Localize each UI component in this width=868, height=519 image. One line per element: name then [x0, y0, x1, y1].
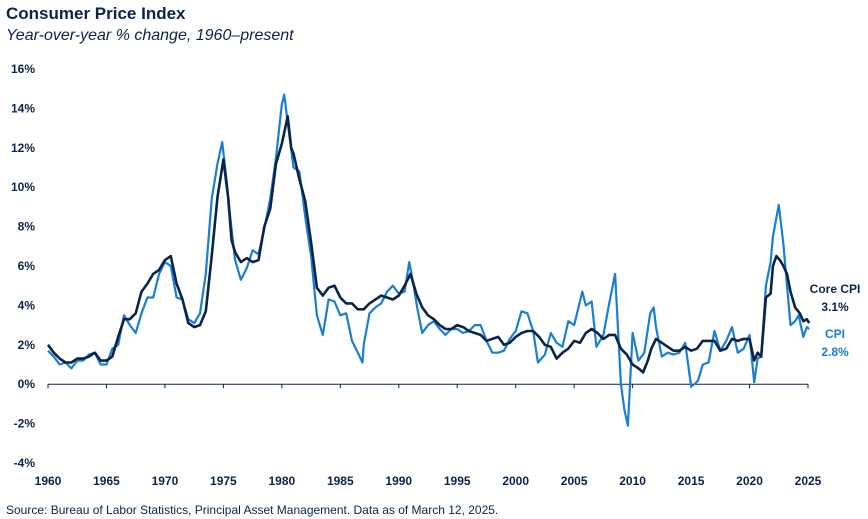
chart-subtitle: Year-over-year % change, 1960–present	[6, 27, 294, 44]
y-tick-label: 10%	[11, 180, 35, 194]
y-tick-label: 2%	[18, 338, 36, 352]
x-tick-label: 1990	[385, 474, 412, 488]
y-tick-label: -2%	[14, 417, 36, 431]
core-cpi-end-value: 3.1%	[821, 300, 849, 314]
chart-series	[46, 93, 811, 427]
y-tick-label: -4%	[14, 456, 36, 470]
y-tick-label: 6%	[18, 259, 36, 273]
x-tick-label: 1975	[210, 474, 237, 488]
y-tick-label: 16%	[11, 62, 35, 76]
y-tick-label: 14%	[11, 101, 35, 115]
y-tick-label: 4%	[18, 298, 36, 312]
x-tick-label: 1970	[152, 474, 179, 488]
x-tick-label: 2020	[736, 474, 763, 488]
y-tick-label: 12%	[11, 141, 35, 155]
x-tick-label: 1960	[35, 474, 62, 488]
x-tick-label: 2015	[678, 474, 705, 488]
core-cpi-end-name: Core CPI	[810, 282, 861, 296]
source-note: Source: Bureau of Labor Statistics, Prin…	[6, 503, 499, 517]
x-tick-label: 2005	[561, 474, 588, 488]
x-tick-label: 1995	[444, 474, 471, 488]
y-axis-ticks: -4% -2% 0% 2% 4% 6% 8% 10% 12% 14% 16%	[11, 62, 35, 470]
core-cpi-series-line	[46, 115, 811, 374]
x-tick-label: 2010	[619, 474, 646, 488]
x-axis-ticks: 1960 1965 1970 1975 1980 1985 1990 1995 2000 2005…	[35, 384, 822, 488]
series-end-labels: CPI 2.8% Core CPI 3.1%	[810, 282, 861, 359]
x-tick-label: 1985	[327, 474, 354, 488]
chart-title: Consumer Price Index	[6, 4, 186, 23]
x-tick-label: 2025	[795, 474, 822, 488]
cpi-end-value: 2.8%	[821, 345, 849, 359]
y-tick-label: 0%	[18, 377, 36, 391]
cpi-end-name: CPI	[825, 327, 845, 341]
y-tick-label: 8%	[18, 220, 36, 234]
cpi-series-line	[47, 93, 810, 427]
x-tick-label: 1980	[268, 474, 295, 488]
x-tick-label: 2000	[502, 474, 529, 488]
x-tick-label: 1965	[93, 474, 120, 488]
